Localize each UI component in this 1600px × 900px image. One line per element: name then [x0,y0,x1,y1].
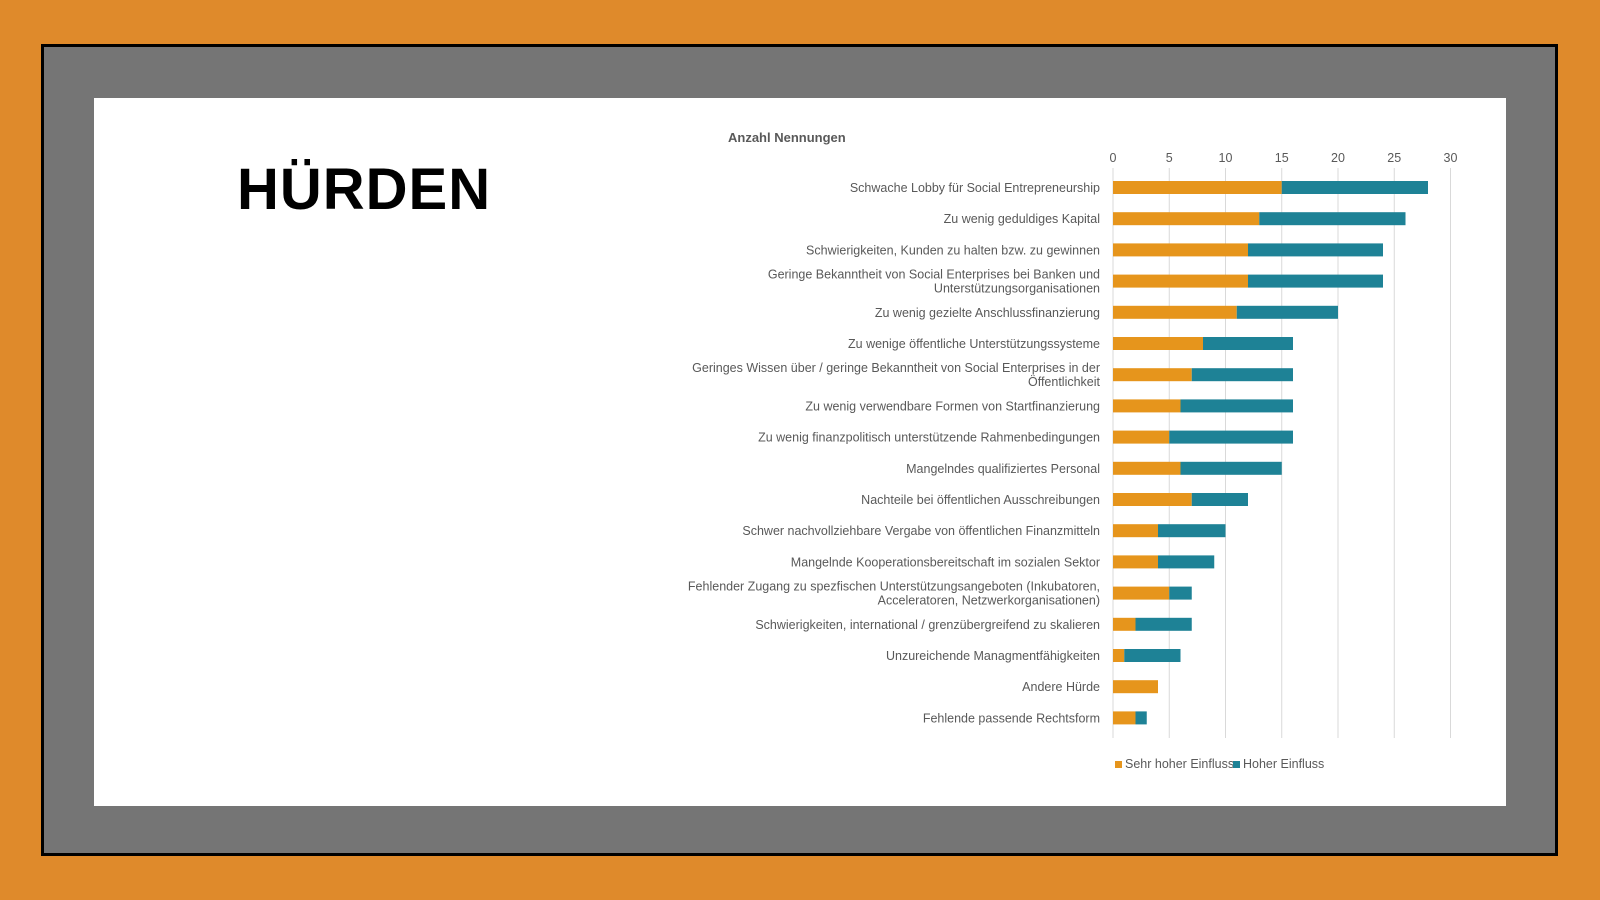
bar-hoher-einfluss [1203,337,1293,350]
bar-sehr-hoher-einfluss [1113,617,1136,631]
bar-hoher-einfluss [1169,430,1293,444]
legend: Sehr hoher Einfluss Hoher Einfluss [1115,757,1324,771]
bar-sehr-hoher-einfluss [1113,337,1203,350]
bar-hoher-einfluss [1158,555,1215,569]
category-label: Zu wenig geduldiges Kapital [944,212,1100,226]
category-label-line: Geringe Bekanntheit von Social Enterpris… [768,268,1100,282]
category-label-line: Geringes Wissen über / geringe Bekannthe… [692,361,1100,375]
bar-hoher-einfluss [1236,305,1338,319]
x-tick-label: 30 [1444,151,1458,165]
category-label: Schwierigkeiten, Kunden zu halten bzw. z… [806,243,1100,257]
category-labels: Schwache Lobby für Social Entrepreneursh… [688,181,1101,725]
category-label: Zu wenig gezielte Anschlussfinanzierung [875,306,1100,320]
bar-hoher-einfluss [1124,649,1181,662]
bar-sehr-hoher-einfluss [1113,649,1125,662]
bar-hoher-einfluss [1135,617,1192,631]
bar-hoher-einfluss [1135,711,1147,725]
x-tick-label: 5 [1166,151,1173,165]
bar-hoher-einfluss [1248,243,1383,257]
bar-hoher-einfluss [1191,368,1293,382]
bar-hoher-einfluss [1281,181,1428,194]
bar-sehr-hoher-einfluss [1113,212,1260,226]
bar-sehr-hoher-einfluss [1113,461,1181,475]
category-label: Schwierigkeiten, international / grenzüb… [755,618,1100,632]
category-label: Geringes Wissen über / geringe Bekannthe… [692,361,1100,389]
bar-sehr-hoher-einfluss [1113,555,1158,569]
category-label-line: Unterstützungsorganisationen [934,282,1100,296]
category-label-line: Fehlender Zugang zu spezfischen Unterstü… [688,580,1100,594]
bars [1113,181,1428,725]
category-label: Geringe Bekanntheit von Social Enterpris… [768,268,1100,296]
legend-label: Sehr hoher Einfluss [1125,757,1234,771]
legend-label: Hoher Einfluss [1243,757,1324,771]
bar-hoher-einfluss [1169,586,1192,600]
gridlines [1112,168,1451,738]
category-label: Andere Hürde [1022,680,1100,694]
bar-sehr-hoher-einfluss [1113,493,1192,506]
bar-hoher-einfluss [1180,399,1293,413]
x-tick-label: 15 [1275,151,1289,165]
legend-swatch [1233,761,1240,768]
category-label-line: Öffentlichkeit [1028,375,1101,389]
bar-sehr-hoher-einfluss [1113,181,1282,194]
chart-title: Anzahl Nennungen [728,130,846,145]
category-label: Mangelnde Kooperationsbereitschaft im so… [791,555,1100,569]
bar-sehr-hoher-einfluss [1113,305,1237,319]
bar-sehr-hoher-einfluss [1113,430,1170,444]
bar-sehr-hoher-einfluss [1113,274,1248,288]
x-axis-ticks: 0 5 10 15 20 25 30 [1110,151,1458,165]
bar-sehr-hoher-einfluss [1113,586,1170,600]
category-label: Zu wenig verwendbare Formen von Startfin… [805,399,1100,413]
slide: HÜRDEN Anzahl Nennungen 0 5 10 15 20 25 30 Sch… [94,98,1506,806]
category-label: Fehlende passende Rechtsform [923,711,1100,725]
bar-sehr-hoher-einfluss [1113,680,1158,694]
category-label: Schwer nachvollziehbare Vergabe von öffe… [742,524,1100,538]
hurdles-bar-chart: Anzahl Nennungen 0 5 10 15 20 25 30 Schwache L… [688,130,1458,771]
category-label-line: Acceleratoren, Netzwerkorganisationen) [878,594,1100,608]
category-label: Unzureichende Managmentfähigkeiten [886,649,1100,663]
category-label: Schwache Lobby für Social Entrepreneursh… [850,181,1100,195]
x-tick-label: 25 [1387,151,1401,165]
category-label: Zu wenige öffentliche Unterstützungssyst… [848,337,1100,351]
bar-hoher-einfluss [1158,524,1226,538]
legend-swatch [1115,761,1122,768]
bar-sehr-hoher-einfluss [1113,368,1192,382]
bar-hoher-einfluss [1180,461,1282,475]
bar-sehr-hoher-einfluss [1113,711,1136,725]
bar-sehr-hoher-einfluss [1113,399,1181,413]
bar-hoher-einfluss [1248,274,1383,288]
bar-hoher-einfluss [1259,212,1406,226]
category-label: Mangelndes qualifiziertes Personal [906,462,1100,476]
slide-title: HÜRDEN [237,157,492,222]
bar-sehr-hoher-einfluss [1113,524,1158,538]
x-tick-label: 10 [1219,151,1233,165]
category-label: Fehlender Zugang zu spezfischen Unterstü… [688,580,1100,608]
x-tick-label: 20 [1331,151,1345,165]
bar-sehr-hoher-einfluss [1113,243,1248,257]
x-tick-label: 0 [1110,151,1117,165]
category-label: Nachteile bei öffentlichen Ausschreibung… [861,493,1100,507]
category-label: Zu wenig finanzpolitisch unterstützende … [758,431,1100,445]
bar-hoher-einfluss [1191,493,1248,506]
